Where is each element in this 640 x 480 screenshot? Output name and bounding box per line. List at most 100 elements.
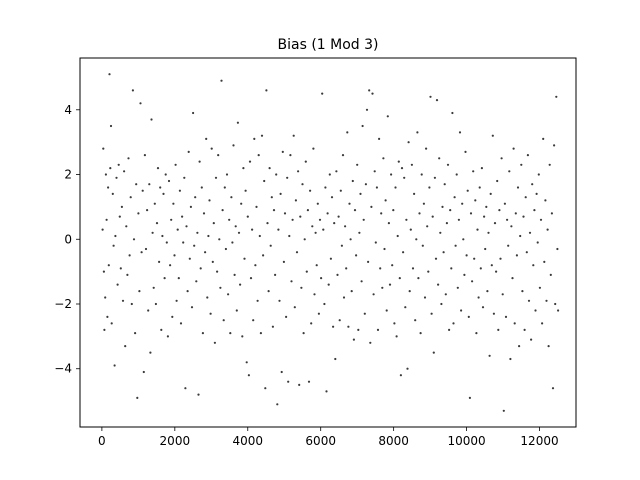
data-point <box>355 254 358 257</box>
data-point <box>149 351 152 354</box>
data-point <box>444 293 447 296</box>
data-point <box>254 264 257 267</box>
data-point <box>410 163 413 166</box>
data-point <box>413 192 416 195</box>
data-point <box>137 212 140 215</box>
data-point <box>140 251 143 254</box>
data-point <box>101 228 104 231</box>
data-point <box>522 215 525 218</box>
data-point <box>195 280 198 283</box>
data-point <box>487 231 490 234</box>
data-point <box>241 335 244 338</box>
data-point <box>108 73 111 76</box>
data-point <box>257 154 260 157</box>
data-point <box>189 205 192 208</box>
data-point <box>500 157 503 160</box>
data-point <box>305 270 308 273</box>
data-point <box>553 144 556 147</box>
data-point <box>245 361 248 364</box>
data-point <box>502 409 505 412</box>
data-point <box>473 257 476 260</box>
data-point <box>177 277 180 280</box>
data-point <box>229 332 232 335</box>
data-point <box>115 176 118 179</box>
data-point <box>255 205 258 208</box>
data-point <box>262 254 265 257</box>
data-point <box>152 286 155 289</box>
data-point <box>338 319 341 322</box>
data-point <box>155 222 159 225</box>
data-point <box>279 192 282 195</box>
data-point <box>116 283 119 286</box>
data-point <box>205 137 208 140</box>
data-point <box>433 176 436 179</box>
data-point <box>109 124 113 128</box>
data-point <box>516 186 520 189</box>
data-point <box>334 357 337 361</box>
data-point <box>297 170 300 173</box>
data-point <box>123 170 126 173</box>
data-point <box>112 244 115 247</box>
data-point <box>263 179 266 183</box>
data-point <box>325 390 328 393</box>
data-point <box>186 290 189 293</box>
data-point <box>402 251 405 254</box>
data-point <box>174 163 177 166</box>
data-point <box>511 277 514 280</box>
data-point <box>340 244 343 247</box>
data-point <box>464 150 467 153</box>
data-point <box>371 92 374 95</box>
data-point <box>165 241 168 244</box>
data-point <box>136 396 139 399</box>
y-tick-label: −2 <box>54 297 72 311</box>
data-point <box>359 192 362 195</box>
data-point <box>128 254 131 257</box>
data-point <box>531 183 534 186</box>
data-point <box>172 202 175 205</box>
y-tick-label: 2 <box>64 168 72 182</box>
data-point <box>290 280 293 283</box>
data-point <box>272 209 276 212</box>
data-point <box>275 173 278 176</box>
data-point <box>387 222 390 225</box>
data-point <box>422 202 425 205</box>
data-point <box>103 328 106 331</box>
data-point <box>512 147 515 150</box>
data-point <box>258 234 261 238</box>
data-point <box>181 215 184 218</box>
data-point <box>409 228 412 231</box>
data-point <box>315 264 318 267</box>
data-point <box>276 403 279 406</box>
data-point <box>532 264 535 267</box>
y-tick-label: 0 <box>64 232 72 246</box>
data-point <box>545 299 548 302</box>
data-point <box>361 124 364 128</box>
data-point <box>452 322 455 325</box>
data-point <box>365 108 369 111</box>
data-point <box>342 296 346 299</box>
data-point <box>373 170 376 173</box>
data-point <box>184 387 187 390</box>
data-point <box>164 173 167 176</box>
data-point <box>235 309 238 312</box>
data-point <box>111 192 114 195</box>
data-point <box>450 267 453 270</box>
data-point <box>519 234 522 238</box>
data-point <box>419 332 422 335</box>
data-point <box>384 199 387 202</box>
data-point <box>124 345 127 348</box>
data-point <box>280 370 283 374</box>
data-point <box>544 199 547 202</box>
data-point <box>253 137 256 140</box>
data-point <box>485 205 488 208</box>
data-point <box>534 309 537 312</box>
data-point <box>251 228 254 231</box>
data-point <box>270 196 273 199</box>
data-point <box>294 199 297 202</box>
data-point <box>323 302 326 306</box>
data-point <box>150 118 153 121</box>
data-point <box>503 202 506 205</box>
data-point <box>350 290 353 293</box>
data-point <box>289 154 292 157</box>
data-point <box>471 280 474 283</box>
